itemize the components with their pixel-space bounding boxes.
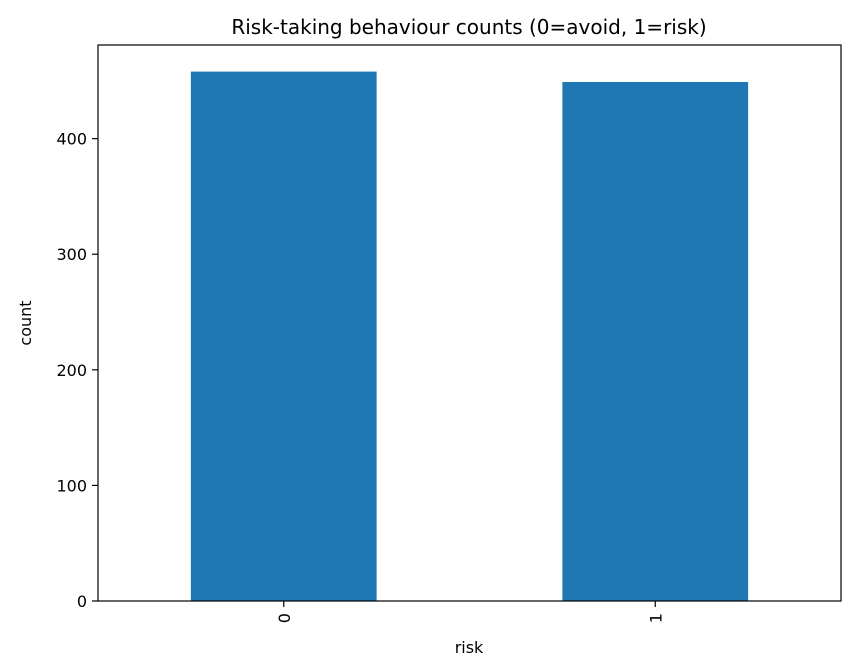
y-tick-label: 100 <box>56 476 87 495</box>
x-axis-label: risk <box>455 638 484 657</box>
x-tick-label: 0 <box>275 613 294 623</box>
y-axis: 0 100 200 300 400 <box>56 130 98 611</box>
plot-frame <box>97 44 842 602</box>
chart-title: Risk-taking behaviour counts (0=avoid, 1… <box>231 15 706 39</box>
y-axis-label: count <box>16 300 35 345</box>
y-tick-label: 400 <box>56 130 87 149</box>
y-tick-label: 300 <box>56 245 87 264</box>
x-tick-label: 1 <box>646 613 665 623</box>
bar-0 <box>190 71 377 601</box>
y-tick-label: 0 <box>77 592 87 611</box>
bar-1 <box>562 81 749 601</box>
y-tick-label: 200 <box>56 361 87 380</box>
bars-group <box>190 71 749 601</box>
